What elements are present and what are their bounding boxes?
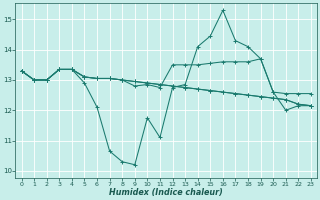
X-axis label: Humidex (Indice chaleur): Humidex (Indice chaleur)	[109, 188, 223, 197]
